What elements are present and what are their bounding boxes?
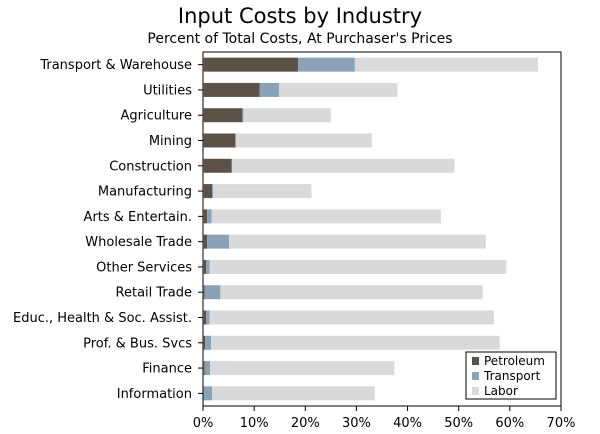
category-label: Educ., Health & Soc. Assist.: [13, 311, 192, 326]
x-tick-label: 70%: [547, 416, 576, 431]
category-label: Arts & Entertain.: [84, 210, 192, 225]
bar-transport: [242, 108, 244, 123]
bar-petroleum: [203, 259, 207, 274]
bar-petroleum: [203, 285, 205, 300]
x-tick-label: 20%: [291, 416, 320, 431]
bar-petroleum: [203, 310, 207, 325]
legend-swatch-labor: [472, 387, 479, 395]
bar-transport: [204, 361, 211, 376]
bar-transport: [206, 310, 210, 325]
bar-labor: [220, 285, 483, 300]
bar-labor: [211, 209, 441, 224]
category-label: Retail Trade: [116, 286, 192, 301]
x-tick-label: 40%: [393, 416, 422, 431]
bar-transport: [204, 386, 213, 401]
category-label: Manufacturing: [98, 185, 192, 200]
x-tick-label: 10%: [240, 416, 269, 431]
x-tick-label: 0%: [193, 416, 214, 431]
bar-petroleum: [203, 184, 213, 199]
bar-transport: [207, 234, 230, 249]
x-tick-label: 60%: [495, 416, 524, 431]
bar-labor: [210, 361, 395, 376]
bar-transport: [204, 285, 221, 300]
category-label: Prof. & Bus. Svcs: [83, 336, 192, 351]
bar-labor: [209, 310, 495, 325]
bar-petroleum: [203, 209, 208, 224]
legend-label-labor: Labor: [484, 384, 518, 398]
category-label: Other Services: [96, 260, 192, 275]
bar-labor: [211, 335, 500, 350]
bar-transport: [206, 259, 210, 274]
legend-swatch-petroleum: [472, 357, 479, 365]
bar-transport: [235, 133, 237, 148]
bar-petroleum: [203, 361, 205, 376]
bar-labor: [229, 234, 486, 249]
chart-title: Input Costs by Industry: [177, 4, 423, 28]
category-label: Finance: [142, 362, 192, 377]
legend-label-petroleum: Petroleum: [484, 354, 545, 368]
category-label: Wholesale Trade: [85, 235, 192, 250]
bar-transport: [205, 335, 212, 350]
bar-petroleum: [203, 158, 232, 173]
category-label: Construction: [109, 159, 192, 174]
bar-petroleum: [203, 335, 206, 350]
legend-swatch-transport: [472, 372, 479, 380]
bar-petroleum: [203, 108, 243, 123]
bar-transport: [231, 158, 233, 173]
bar-petroleum: [203, 234, 208, 249]
bar-labor: [232, 158, 455, 173]
chart-subtitle: Percent of Total Costs, At Purchaser's P…: [147, 31, 453, 47]
category-label: Utilities: [143, 83, 192, 98]
category-label: Transport & Warehouse: [39, 58, 192, 73]
bar-labor: [354, 57, 538, 72]
bar-labor: [236, 133, 372, 148]
bar-petroleum: [203, 82, 260, 97]
category-label: Agriculture: [121, 109, 193, 124]
bar-labor: [243, 108, 331, 123]
category-label: Information: [117, 387, 192, 402]
bar-labor: [213, 184, 312, 199]
bar-petroleum: [203, 133, 236, 148]
bar-transport: [259, 82, 280, 97]
bar-petroleum: [203, 57, 299, 72]
x-tick-label: 50%: [444, 416, 473, 431]
bar-labor: [279, 82, 398, 97]
category-label: Mining: [149, 134, 192, 149]
bar-labor: [212, 386, 375, 401]
bar-transport: [298, 57, 355, 72]
legend-label-transport: Transport: [483, 369, 541, 383]
bar-petroleum: [203, 386, 205, 401]
bar-transport: [207, 209, 212, 224]
bar-labor: [209, 259, 507, 274]
legend-box: [465, 351, 557, 400]
bar-transport: [212, 184, 214, 199]
x-tick-label: 30%: [342, 416, 371, 431]
